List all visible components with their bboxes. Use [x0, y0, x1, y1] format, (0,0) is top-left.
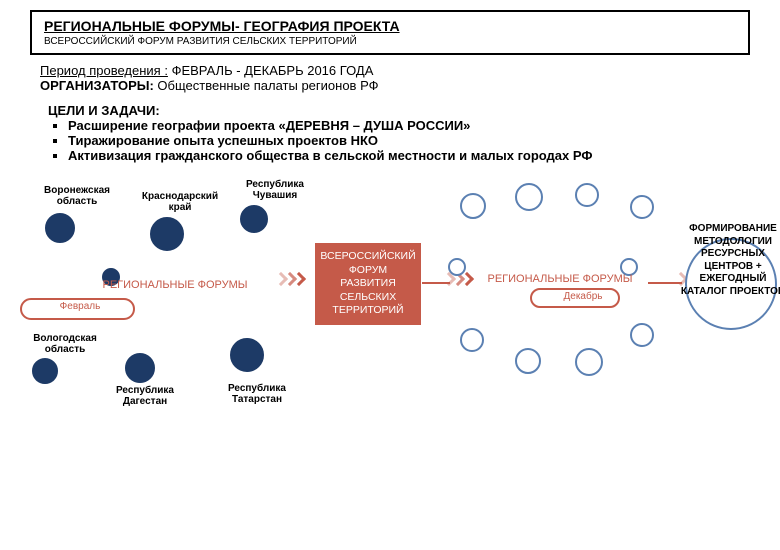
goal-item: Активизация гражданского общества в сель…: [68, 148, 750, 163]
goals-list: Расширение географии проекта «ДЕРЕВНЯ – …: [68, 118, 750, 163]
header-title: РЕГИОНАЛЬНЫЕ ФОРУМЫ- ГЕОГРАФИЯ ПРОЕКТА: [44, 18, 736, 34]
region-label: Республика Чувашия: [230, 179, 320, 201]
left-section-title: РЕГИОНАЛЬНЫЕ ФОРУМЫ: [90, 279, 260, 291]
region-node: [150, 217, 184, 251]
header-box: РЕГИОНАЛЬНЫЕ ФОРУМЫ- ГЕОГРАФИЯ ПРОЕКТА В…: [30, 10, 750, 55]
right-section-title: РЕГИОНАЛЬНЫЕ ФОРУМЫ: [475, 273, 645, 285]
region-label: Краснодарский край: [135, 191, 225, 213]
region-node: [230, 338, 264, 372]
region-node: [32, 358, 58, 384]
period-value: ФЕВРАЛЬ - ДЕКАБРЬ 2016 ГОДА: [172, 63, 374, 78]
left-month: Февраль: [40, 301, 120, 312]
goal-item: Расширение географии проекта «ДЕРЕВНЯ – …: [68, 118, 750, 133]
arrow-chevron: [292, 272, 306, 286]
region-label: Республика Дагестан: [100, 385, 190, 407]
central-forum-box: ВСЕРОССИЙСКИЙ ФОРУМ РАЗВИТИЯ СЕЛЬСКИХ ТЕ…: [315, 243, 421, 325]
future-region-node: [515, 348, 541, 374]
period-label: Период проведения :: [40, 63, 168, 78]
outcome-text: ФОРМИРОВАНИЕ МЕТОДОЛОГИИ РЕСУРСНЫХ ЦЕНТР…: [678, 223, 780, 298]
future-region-node: [630, 323, 654, 347]
future-region-node: [515, 183, 543, 211]
region-label: Вологодская область: [20, 333, 110, 355]
region-node: [45, 213, 75, 243]
region-node: [125, 353, 155, 383]
header-subtitle: ВСЕРОССИЙСКИЙ ФОРУМ РАЗВИТИЯ СЕЛЬСКИХ ТЕ…: [44, 36, 736, 47]
future-region-node: [460, 328, 484, 352]
right-month: Декабрь: [548, 291, 618, 302]
future-region-node: [460, 193, 486, 219]
goal-item: Тиражирование опыта успешных проектов НК…: [68, 133, 750, 148]
region-label: Республика Татарстан: [212, 383, 302, 405]
period-block: Период проведения : ФЕВРАЛЬ - ДЕКАБРЬ 20…: [40, 63, 750, 93]
region-node: [240, 205, 268, 233]
future-region-node: [448, 258, 466, 276]
future-region-node: [630, 195, 654, 219]
goals-block: ЦЕЛИ И ЗАДАЧИ: Расширение географии прое…: [48, 103, 750, 163]
goals-label: ЦЕЛИ И ЗАДАЧИ:: [48, 103, 750, 118]
future-region-node: [575, 183, 599, 207]
organizers-value: Общественные палаты регионов РФ: [157, 78, 378, 93]
diagram-area: Воронежская областьКраснодарский крайРес…: [0, 163, 780, 473]
region-label: Воронежская область: [32, 185, 122, 207]
future-region-node: [575, 348, 603, 376]
organizers-label: ОРГАНИЗАТОРЫ:: [40, 78, 154, 93]
